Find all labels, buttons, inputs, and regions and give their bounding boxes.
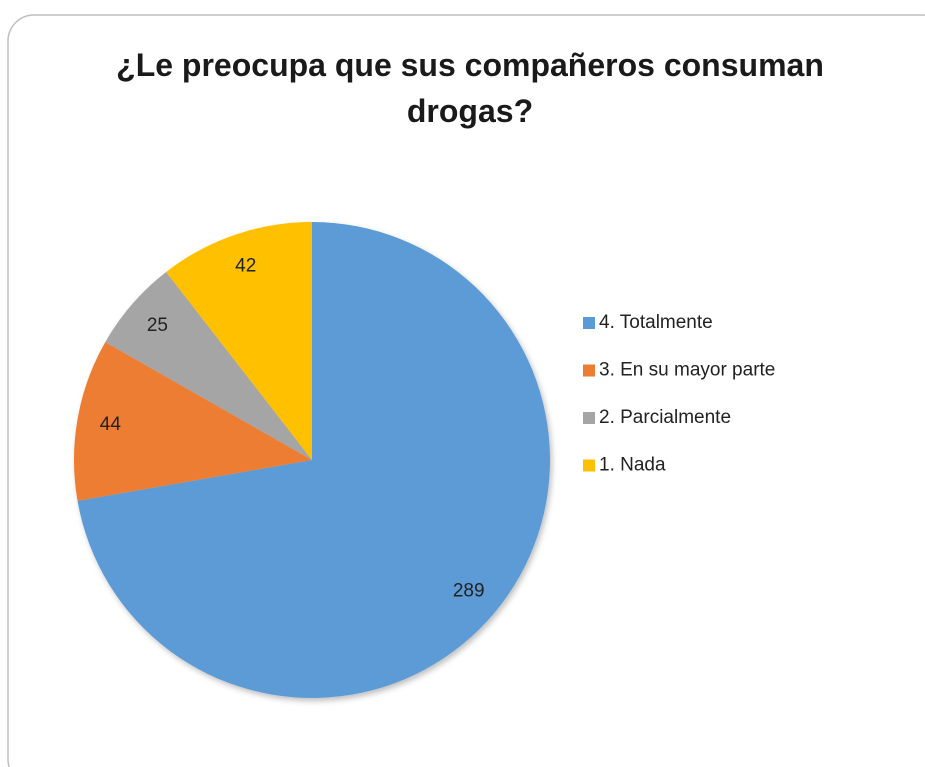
legend-label: 2. Parcialmente	[599, 407, 731, 428]
pie-slice	[105, 271, 312, 460]
legend-label: 3. En su mayor parte	[599, 360, 775, 381]
chart-title: ¿Le preocupa que sus compañeros consuman…	[116, 47, 824, 129]
legend-label: 1. Nada	[599, 455, 666, 476]
pie-slice	[77, 222, 551, 698]
data-label: 44	[100, 414, 122, 435]
legend-label: 4. Totalmente	[599, 312, 713, 333]
data-label: 42	[235, 255, 256, 276]
pie	[74, 222, 551, 698]
legend-swatch	[583, 317, 595, 329]
data-label: 289	[453, 581, 485, 602]
legend-swatch	[583, 412, 595, 424]
data-label: 25	[147, 315, 168, 336]
legend-swatch	[583, 459, 595, 472]
pie-slice	[166, 222, 312, 460]
pie-slice	[74, 342, 313, 501]
legend-swatch	[583, 364, 595, 377]
